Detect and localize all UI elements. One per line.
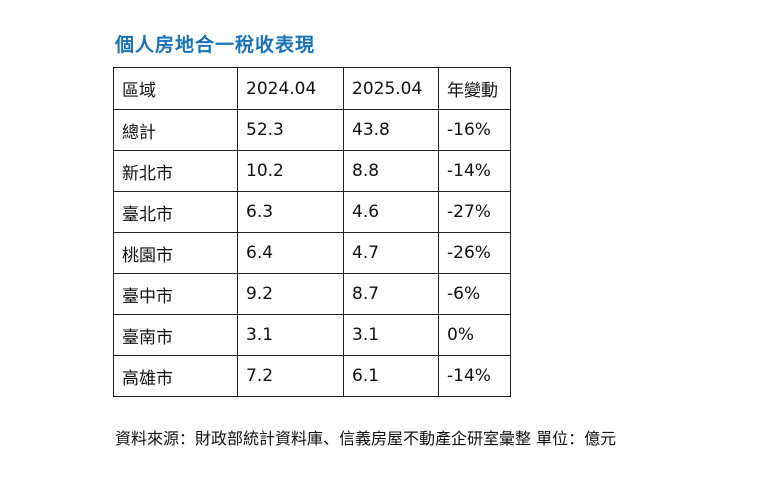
header-cell-change: 年變動 bbox=[438, 67, 511, 110]
cell-2024: 52.3 bbox=[237, 109, 344, 151]
cell-region: 新北市 bbox=[113, 150, 238, 192]
page-title: 個人房地合一稅收表現 bbox=[115, 34, 316, 56]
header-cell-2024: 2024.04 bbox=[237, 67, 344, 110]
table-row: 臺中市 9.2 8.7 -6% bbox=[113, 273, 511, 315]
table-row: 臺南市 3.1 3.1 0% bbox=[113, 314, 511, 356]
cell-2025: 4.6 bbox=[343, 191, 439, 233]
cell-change: -14% bbox=[438, 355, 511, 397]
cell-region: 總計 bbox=[113, 109, 238, 151]
cell-2025: 3.1 bbox=[343, 314, 439, 356]
table-row: 桃園市 6.4 4.7 -26% bbox=[113, 232, 511, 274]
cell-2024: 10.2 bbox=[237, 150, 344, 192]
table-row: 高雄市 7.2 6.1 -14% bbox=[113, 355, 511, 397]
cell-2024: 3.1 bbox=[237, 314, 344, 356]
cell-2025: 8.7 bbox=[343, 273, 439, 315]
cell-2025: 8.8 bbox=[343, 150, 439, 192]
cell-2024: 9.2 bbox=[237, 273, 344, 315]
table-header-row: 區域 2024.04 2025.04 年變動 bbox=[113, 67, 511, 110]
header-cell-region: 區域 bbox=[113, 67, 238, 110]
cell-change: 0% bbox=[438, 314, 511, 356]
cell-region: 臺南市 bbox=[113, 314, 238, 356]
cell-2025: 4.7 bbox=[343, 232, 439, 274]
source-note: 資料來源：財政部統計資料庫、信義房屋不動產企研室彙整 單位：億元 bbox=[115, 429, 617, 448]
cell-2025: 43.8 bbox=[343, 109, 439, 151]
cell-2024: 6.4 bbox=[237, 232, 344, 274]
table-row: 臺北市 6.3 4.6 -27% bbox=[113, 191, 511, 233]
cell-region: 桃園市 bbox=[113, 232, 238, 274]
cell-region: 高雄市 bbox=[113, 355, 238, 397]
cell-region: 臺北市 bbox=[113, 191, 238, 233]
cell-change: -27% bbox=[438, 191, 511, 233]
cell-change: -26% bbox=[438, 232, 511, 274]
cell-region: 臺中市 bbox=[113, 273, 238, 315]
table-row: 總計 52.3 43.8 -16% bbox=[113, 109, 511, 151]
cell-change: -16% bbox=[438, 109, 511, 151]
cell-change: -14% bbox=[438, 150, 511, 192]
table-row: 新北市 10.2 8.8 -14% bbox=[113, 150, 511, 192]
header-cell-2025: 2025.04 bbox=[343, 67, 439, 110]
cell-2024: 7.2 bbox=[237, 355, 344, 397]
tax-table: 區域 2024.04 2025.04 年變動 總計 52.3 43.8 -16%… bbox=[113, 67, 511, 397]
cell-2024: 6.3 bbox=[237, 191, 344, 233]
cell-change: -6% bbox=[438, 273, 511, 315]
cell-2025: 6.1 bbox=[343, 355, 439, 397]
